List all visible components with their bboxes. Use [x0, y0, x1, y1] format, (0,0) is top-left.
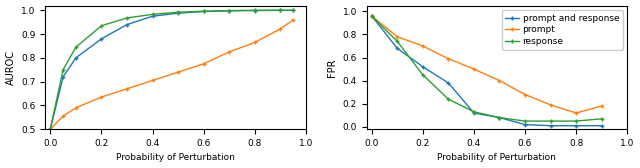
response [419, 74, 427, 76]
prompt [200, 63, 207, 65]
response [97, 25, 105, 27]
prompt and response [289, 9, 297, 11]
prompt and response [572, 125, 580, 127]
prompt [445, 58, 452, 60]
Line: prompt and response: prompt and response [48, 8, 296, 132]
response [289, 9, 297, 11]
prompt and response [47, 128, 54, 130]
prompt [547, 104, 554, 106]
response [470, 111, 478, 113]
response [123, 17, 131, 19]
Line: prompt: prompt [48, 17, 296, 132]
prompt and response [225, 10, 233, 12]
prompt [47, 128, 54, 130]
response [495, 117, 503, 119]
X-axis label: Probability of Perturbation: Probability of Perturbation [438, 153, 556, 162]
prompt [60, 115, 67, 117]
Line: prompt: prompt [369, 13, 604, 115]
prompt [225, 51, 233, 53]
prompt [276, 28, 284, 30]
prompt [521, 94, 529, 96]
prompt and response [60, 76, 67, 78]
response [148, 13, 156, 15]
prompt [174, 71, 182, 73]
response [572, 120, 580, 122]
Y-axis label: AUROC: AUROC [6, 50, 15, 85]
response [276, 9, 284, 11]
response [251, 9, 259, 11]
prompt [470, 68, 478, 70]
Line: response: response [48, 8, 296, 132]
Y-axis label: FPR: FPR [327, 58, 337, 77]
prompt and response [251, 10, 259, 12]
response [225, 10, 233, 12]
prompt and response [495, 117, 503, 119]
prompt and response [521, 123, 529, 125]
response [368, 15, 376, 17]
Line: response: response [369, 13, 604, 123]
prompt [495, 80, 503, 82]
prompt [598, 105, 605, 107]
response [445, 98, 452, 100]
prompt and response [72, 57, 80, 59]
response [174, 11, 182, 13]
response [547, 120, 554, 122]
prompt [419, 45, 427, 47]
response [200, 10, 207, 12]
prompt and response [368, 15, 376, 17]
prompt [368, 15, 376, 17]
prompt and response [394, 47, 401, 49]
prompt [123, 88, 131, 90]
response [60, 69, 67, 71]
prompt [394, 36, 401, 38]
response [72, 46, 80, 48]
Legend: prompt and response, prompt, response: prompt and response, prompt, response [502, 10, 623, 50]
Line: prompt and response: prompt and response [369, 13, 604, 128]
prompt and response [97, 38, 105, 40]
prompt [97, 96, 105, 98]
response [598, 118, 605, 120]
prompt [572, 112, 580, 114]
prompt and response [276, 9, 284, 11]
prompt and response [547, 125, 554, 127]
response [521, 120, 529, 122]
prompt and response [470, 112, 478, 114]
prompt and response [598, 125, 605, 127]
X-axis label: Probability of Perturbation: Probability of Perturbation [116, 153, 235, 162]
response [394, 40, 401, 42]
prompt [72, 107, 80, 109]
prompt and response [419, 66, 427, 68]
prompt and response [200, 10, 207, 12]
prompt and response [148, 15, 156, 17]
prompt [289, 19, 297, 21]
prompt [251, 41, 259, 43]
prompt and response [123, 24, 131, 26]
prompt and response [174, 12, 182, 14]
prompt and response [445, 82, 452, 84]
prompt [148, 79, 156, 81]
response [47, 128, 54, 130]
